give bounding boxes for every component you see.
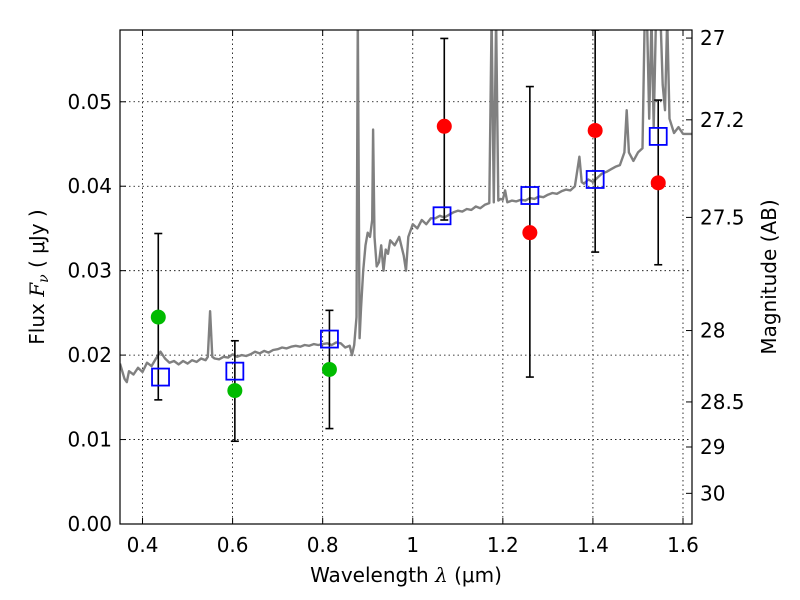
y-tick-label: 0.01 xyxy=(67,428,112,452)
model-square-marker xyxy=(225,361,245,381)
mag-tick-label: 27.2 xyxy=(700,108,745,132)
model-square-marker xyxy=(151,367,170,387)
photometry-point xyxy=(522,225,538,241)
y2-axis-label: Magnitude (AB) xyxy=(757,199,781,354)
plot-area xyxy=(120,30,692,443)
mag-tick-label: 30 xyxy=(700,481,725,505)
x-tick-label: 1 xyxy=(406,533,419,557)
ticks: 0.4 0.6 0.8 1 1.2 1.4 1.6 0.00 0.01 0.02 0.03 0.04 0… xyxy=(67,26,744,557)
model-square-marker xyxy=(320,329,339,349)
x-axis-label: Wavelength λ (μm) xyxy=(310,563,502,587)
mag-tick-label: 27.5 xyxy=(700,205,745,229)
photometry-point xyxy=(150,309,166,325)
mag-tick-label: 27 xyxy=(700,26,725,50)
x-tick-label: 1.4 xyxy=(577,533,609,557)
y-tick-label: 0.04 xyxy=(67,174,112,198)
x-tick-label: 1.2 xyxy=(487,533,519,557)
model-square-marker xyxy=(648,127,668,146)
mag-tick-label: 28.5 xyxy=(700,390,745,414)
x-tick-label: 0.8 xyxy=(307,533,339,557)
model-square-marker xyxy=(585,170,605,189)
photometry-point xyxy=(650,175,666,191)
photometry-point xyxy=(436,118,452,134)
mag-tick-label: 28 xyxy=(700,319,725,343)
y-tick-label: 0.00 xyxy=(67,512,112,536)
y-axis-label: Flux Fν ( μJy ) xyxy=(25,209,52,344)
x-tick-label: 0.4 xyxy=(127,533,159,557)
plot-frame xyxy=(119,29,693,525)
y-tick-label: 0.05 xyxy=(67,90,112,114)
model-square-marker xyxy=(432,206,452,226)
model-square-marker xyxy=(520,186,540,205)
mag-tick-label: 29 xyxy=(700,435,725,459)
photometry-point xyxy=(321,361,337,377)
x-tick-label: 0.6 xyxy=(217,533,249,557)
y-tick-label: 0.02 xyxy=(67,343,112,367)
y-tick-label: 0.03 xyxy=(67,259,112,283)
x-tick-label: 1.6 xyxy=(667,533,699,557)
photometry-point xyxy=(587,122,603,138)
photometry-point xyxy=(227,383,243,399)
